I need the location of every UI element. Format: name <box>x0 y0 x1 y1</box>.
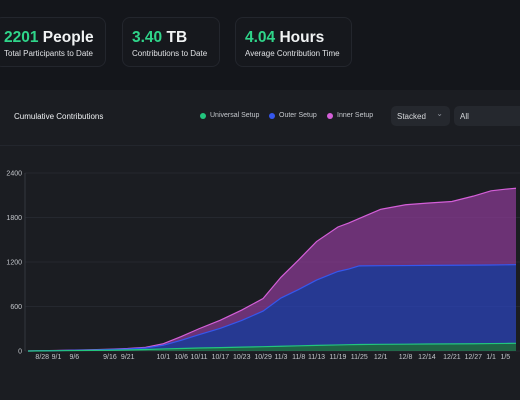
x-tick-label: 9/1 <box>52 354 62 361</box>
stat-card-avg-time: 4.04 Hours Average Contribution Time <box>235 17 352 67</box>
x-tick-label: 10/11 <box>190 354 207 361</box>
range-select-value: All <box>460 111 469 121</box>
x-tick-label: 8/28 <box>35 354 49 361</box>
x-tick-label: 11/3 <box>274 354 287 361</box>
y-tick-label: 600 <box>10 304 22 311</box>
legend-label: Outer Setup <box>279 112 317 119</box>
stat-value: 2201 People <box>4 29 94 46</box>
x-tick-label: 12/1 <box>374 354 388 361</box>
x-tick-label: 11/25 <box>351 354 368 361</box>
x-tick-label: 1/1 <box>486 354 496 361</box>
area-outer-setup <box>28 264 516 351</box>
legend-dot-icon <box>327 112 333 119</box>
x-tick-label: 1/5 <box>500 354 510 361</box>
mode-select[interactable]: Stacked ⌄ <box>391 106 450 126</box>
x-tick-label: 9/16 <box>103 354 117 361</box>
area-inner-setup <box>28 188 516 351</box>
x-tick-label: 10/29 <box>254 354 272 361</box>
x-tick-label: 10/1 <box>157 354 171 361</box>
x-tick-label: 12/8 <box>399 354 413 361</box>
legend-item-outer[interactable]: Outer Setup <box>269 112 317 119</box>
range-select[interactable]: All ⌄ <box>454 106 520 126</box>
legend-dot-icon <box>200 112 206 119</box>
x-tick-label: 10/6 <box>174 354 188 361</box>
y-tick-label: 1200 <box>6 260 22 267</box>
legend-dot-icon <box>269 112 275 119</box>
legend-item-inner[interactable]: Inner Setup <box>327 112 373 119</box>
legend-label: Universal Setup <box>210 112 260 119</box>
legend-item-universal[interactable]: Universal Setup <box>200 112 259 119</box>
x-tick-label: 11/13 <box>308 354 325 361</box>
x-tick-label: 9/21 <box>121 354 135 361</box>
legend-label: Inner Setup <box>337 112 374 119</box>
area-universal-setup <box>28 343 516 351</box>
x-axis: 8/28 9/1 9/6 9/16 9/21 10/1 10/6 10/11 10/17 10/2… <box>35 354 510 361</box>
y-tick-label: 2400 <box>6 171 22 178</box>
stat-card-contributions: 3.40 TB Contributions to Date <box>122 17 220 67</box>
chevron-down-icon: ⌄ <box>436 109 443 118</box>
y-tick-label: 1800 <box>6 215 22 222</box>
x-tick-label: 11/19 <box>329 354 346 361</box>
area-series <box>28 188 516 351</box>
series-lines <box>27 187 517 352</box>
x-tick-label: 12/27 <box>464 354 482 361</box>
mode-select-value: Stacked <box>397 111 426 121</box>
stat-caption: Average Contribution Time <box>245 49 340 58</box>
stat-value: 3.40 TB <box>132 29 188 46</box>
y-axis: 0 600 1200 1800 2400 <box>6 171 26 356</box>
chart-title: Cumulative Contributions <box>14 112 104 121</box>
x-tick-label: 12/21 <box>443 354 461 361</box>
x-tick-label: 10/23 <box>233 354 251 361</box>
x-tick-label: 12/14 <box>418 354 436 361</box>
line-universal-setup <box>27 342 517 352</box>
stat-caption: Total Participants to Date <box>4 49 93 58</box>
chart-panel-header: Cumulative Contributions Universal Setup… <box>0 90 520 146</box>
x-tick-label: 11/8 <box>292 354 305 361</box>
x-tick-label: 10/17 <box>212 354 230 361</box>
stat-value: 4.04 Hours <box>245 29 325 46</box>
y-tick-label: 0 <box>18 349 22 356</box>
stat-caption: Contributions to Date <box>132 49 208 58</box>
chart-panel: Cumulative Contributions Universal Setup… <box>0 90 520 400</box>
stat-card-participants: 2201 People Total Participants to Date <box>0 17 106 67</box>
x-tick-label: 9/6 <box>69 354 79 361</box>
